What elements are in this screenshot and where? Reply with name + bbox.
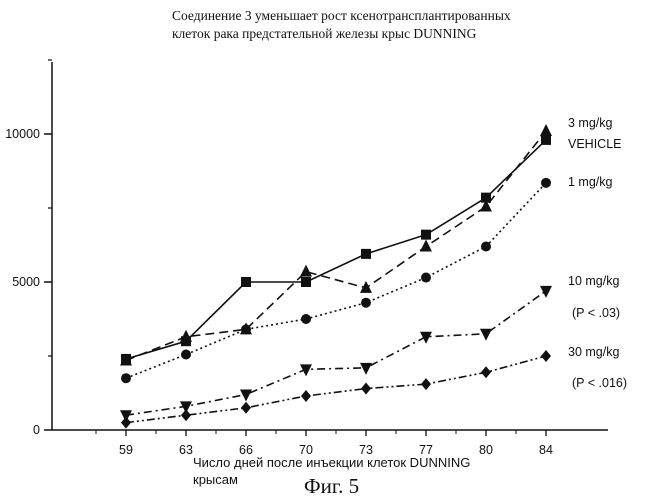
data-point-3-mg-kg — [540, 124, 552, 136]
legend-label-3mg: 3 mg/kg — [568, 116, 613, 130]
x-tick-label: 84 — [539, 443, 553, 457]
data-point-1-mg-kg — [121, 373, 131, 383]
data-point-30-mg-kg — [481, 366, 491, 378]
x-axis-ticks: 5963667073778084 — [96, 430, 553, 457]
data-point-10-mg-kg — [540, 286, 552, 298]
chart-title-line-2: клеток рака предстательной железы крыс D… — [172, 26, 477, 41]
data-point-30-mg-kg — [301, 390, 311, 402]
axes — [52, 62, 608, 430]
x-axis-label-line-2: крысам — [193, 472, 238, 487]
data-point-3-mg-kg — [180, 330, 192, 342]
legend-label-30mg: 30 mg/kg — [568, 345, 619, 359]
chart-title-line-1: Соединение 3 уменьшает рост ксенотранспл… — [172, 8, 511, 23]
data-point-30-mg-kg — [421, 378, 431, 390]
data-point-1-mg-kg — [181, 350, 191, 360]
y-tick-label: 0 — [33, 423, 40, 437]
data-point-10-mg-kg — [240, 389, 252, 401]
y-tick-label: 5000 — [12, 275, 40, 289]
chart-title: Соединение 3 уменьшает рост ксенотранспл… — [172, 8, 511, 41]
legend-label-10mg: 10 mg/kg — [568, 274, 619, 288]
data-point-3-mg-kg — [300, 265, 312, 277]
figure-caption: Фиг. 5 — [304, 474, 359, 498]
data-point-10-mg-kg — [360, 363, 372, 375]
tumor-growth-chart: Соединение 3 уменьшает рост ксенотранспл… — [0, 0, 645, 500]
data-point-30-mg-kg — [121, 417, 131, 429]
data-point-30-mg-kg — [541, 350, 551, 362]
x-tick-label: 80 — [479, 443, 493, 457]
legend-label-1mg: 1 mg/kg — [568, 175, 613, 189]
data-point-10-mg-kg — [480, 329, 492, 341]
data-point-30-mg-kg — [241, 402, 251, 414]
data-point-vehicle — [361, 249, 371, 259]
legend-note-10mg: (P < .03) — [572, 306, 620, 320]
data-point-1-mg-kg — [481, 241, 491, 251]
series-line-30-mg-kg — [126, 356, 546, 423]
y-tick-label: 10000 — [5, 127, 40, 141]
series-30-mg-kg — [121, 350, 551, 429]
data-point-1-mg-kg — [361, 298, 371, 308]
data-point-vehicle — [301, 277, 311, 287]
data-point-30-mg-kg — [181, 409, 191, 421]
legend-label-vehicle: VEHICLE — [568, 137, 622, 151]
legend-note-30mg: (P < .016) — [572, 376, 627, 390]
series-layer — [120, 124, 552, 429]
data-point-30-mg-kg — [361, 383, 371, 395]
x-axis-label-line-1: Число дней после инъекции клеток DUNNING — [193, 455, 470, 470]
x-tick-label: 59 — [119, 443, 133, 457]
y-axis-ticks: 0 5000 10000 — [5, 60, 52, 437]
data-point-vehicle — [241, 277, 251, 287]
data-point-10-mg-kg — [420, 332, 432, 344]
data-point-1-mg-kg — [301, 314, 311, 324]
data-point-1-mg-kg — [241, 324, 251, 334]
data-point-1-mg-kg — [421, 273, 431, 283]
data-point-1-mg-kg — [541, 178, 551, 188]
data-point-vehicle — [421, 230, 431, 240]
data-point-3-mg-kg — [420, 239, 432, 251]
legend: 3 mg/kg VEHICLE 1 mg/kg 10 mg/kg (P < .0… — [568, 116, 627, 390]
x-tick-label: 63 — [179, 443, 193, 457]
